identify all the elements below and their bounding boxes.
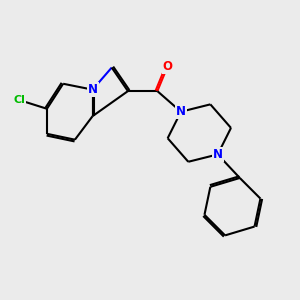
Text: N: N (176, 105, 186, 118)
Text: Cl: Cl (13, 95, 25, 105)
Text: N: N (213, 148, 223, 161)
Text: N: N (88, 83, 98, 96)
Text: O: O (163, 60, 173, 73)
